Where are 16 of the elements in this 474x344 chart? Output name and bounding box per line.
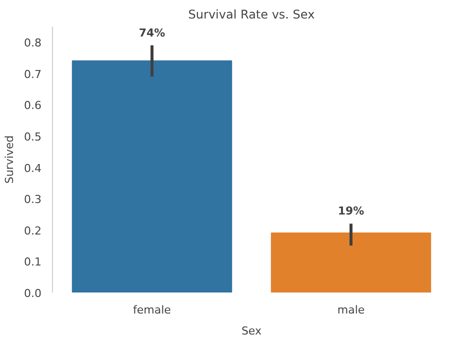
x-tick-label: female [133, 304, 172, 316]
y-tick-label: 0.6 [24, 99, 42, 112]
data-label: 19% [338, 204, 364, 218]
data-label: 74% [138, 26, 166, 40]
x-tick-label: male [337, 304, 365, 316]
y-tick-label: 0.8 [24, 36, 42, 50]
y-tick-label: 0.3 [24, 193, 42, 206]
y-axis-title: Survived [3, 135, 16, 184]
x-axis-title: Sex [241, 324, 262, 338]
y-tick-label: 0.7 [24, 68, 42, 81]
y-tick-label: 0.5 [24, 130, 42, 144]
y-tick-label: 0.0 [24, 287, 42, 300]
chart-title: Survival Rate vs. Sex [188, 8, 315, 22]
y-tick-label: 0.1 [24, 256, 42, 269]
y-tick-label: 0.4 [24, 162, 42, 175]
y-tick-label: 0.2 [24, 224, 42, 238]
